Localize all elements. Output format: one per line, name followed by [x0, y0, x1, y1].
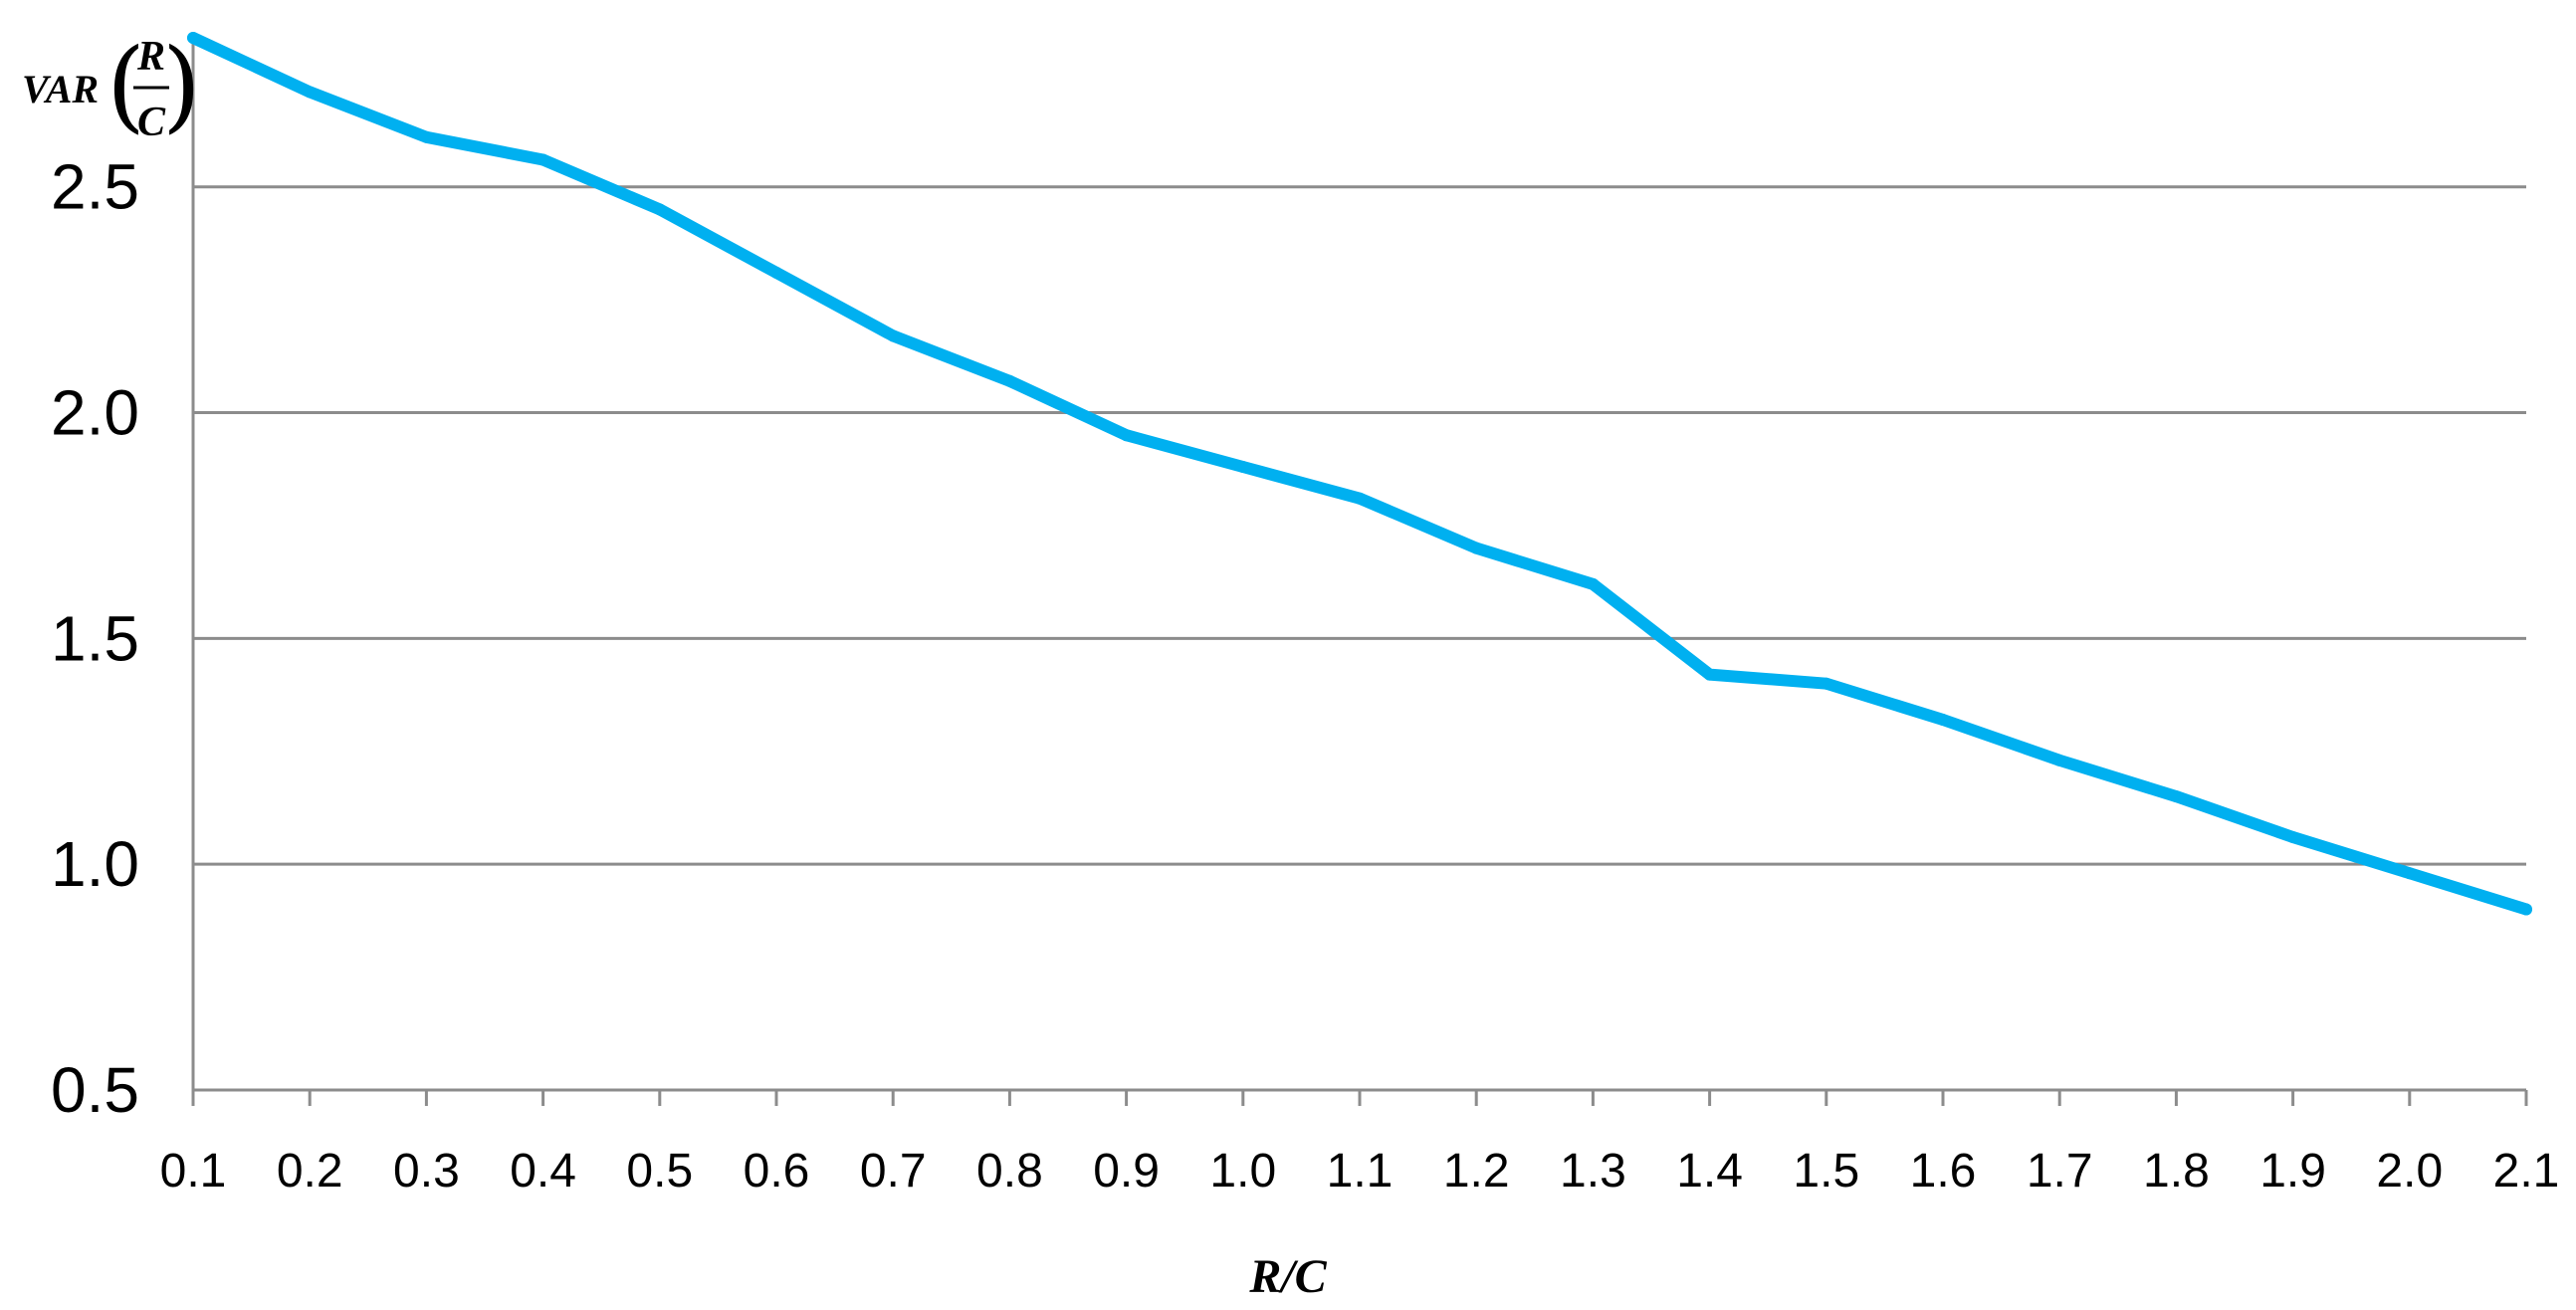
data-point	[1470, 542, 1483, 554]
y-tick-label: 0.5	[51, 1054, 139, 1126]
x-tick-label: 0.3	[393, 1145, 460, 1198]
x-tick-label: 1.1	[1327, 1145, 1394, 1198]
x-tick-label: 0.7	[860, 1145, 927, 1198]
axes	[191, 34, 2528, 1106]
y-axis-title-open-paren: (	[107, 27, 145, 143]
x-tick-label: 0.1	[160, 1145, 227, 1198]
data-point	[2053, 754, 2066, 766]
data-point	[887, 329, 900, 342]
data-point	[2170, 790, 2183, 803]
x-tick-label: 2.0	[2376, 1145, 2443, 1198]
x-tick-label: 0.9	[1093, 1145, 1160, 1198]
y-axis-title-close-paren: )	[162, 27, 201, 143]
x-tick-label: 1.5	[1793, 1145, 1859, 1198]
data-point	[1937, 714, 1949, 727]
series-layer	[187, 32, 2532, 916]
x-tick-label: 2.1	[2493, 1145, 2560, 1198]
x-tick-label: 0.5	[626, 1145, 693, 1198]
data-point	[420, 130, 433, 143]
data-point	[1003, 374, 1016, 387]
data-point	[2520, 903, 2532, 916]
data-point	[1587, 577, 1600, 590]
y-tick-label: 1.5	[51, 602, 139, 674]
y-axis-title: VAR ( R C )	[22, 27, 201, 145]
y-axis-title-numerator: R	[136, 34, 165, 80]
y-tick-label: 1.0	[51, 828, 139, 900]
x-tick-label: 1.3	[1560, 1145, 1626, 1198]
data-point	[770, 266, 782, 279]
x-tick-label: 0.6	[744, 1145, 810, 1198]
x-axis-title: R/C	[1248, 1250, 1327, 1303]
y-tick-label: 2.5	[51, 151, 139, 223]
data-point	[537, 153, 549, 166]
data-point	[1820, 677, 1832, 690]
x-tick-label: 1.9	[2259, 1145, 2326, 1198]
data-point	[304, 86, 317, 99]
data-point	[2403, 867, 2416, 880]
y-axis-title-denominator: C	[137, 100, 166, 145]
x-axis-tick-labels: 0.1 0.2 0.3 0.4 0.5 0.6 0.7 0.8 0.9 1.0 1.1 1.2 1.3 1…	[160, 1145, 2560, 1198]
data-point	[1236, 460, 1249, 473]
series-line	[187, 32, 2532, 916]
x-tick-label: 1.0	[1209, 1145, 1276, 1198]
data-point	[187, 32, 199, 44]
x-tick-label: 1.7	[2027, 1145, 2093, 1198]
grid-lines	[193, 185, 2526, 866]
x-tick-label: 1.4	[1676, 1145, 1743, 1198]
x-tick-label: 0.2	[277, 1145, 343, 1198]
x-tick-label: 1.6	[1910, 1145, 1977, 1198]
x-tick-label: 0.4	[510, 1145, 576, 1198]
x-tick-label: 1.2	[1443, 1145, 1510, 1198]
data-point	[1354, 492, 1366, 505]
x-tick-label: 1.8	[2143, 1145, 2210, 1198]
y-tick-label: 2.0	[51, 377, 139, 449]
data-point	[1120, 429, 1133, 442]
data-point	[1703, 668, 1716, 681]
x-tick-label: 0.8	[976, 1145, 1043, 1198]
data-point	[653, 203, 666, 216]
data-point	[2286, 830, 2299, 843]
y-axis-tick-labels: 0.5 1.0 1.5 2.0 2.5	[51, 151, 139, 1126]
y-axis-title-prefix: VAR	[22, 67, 99, 111]
